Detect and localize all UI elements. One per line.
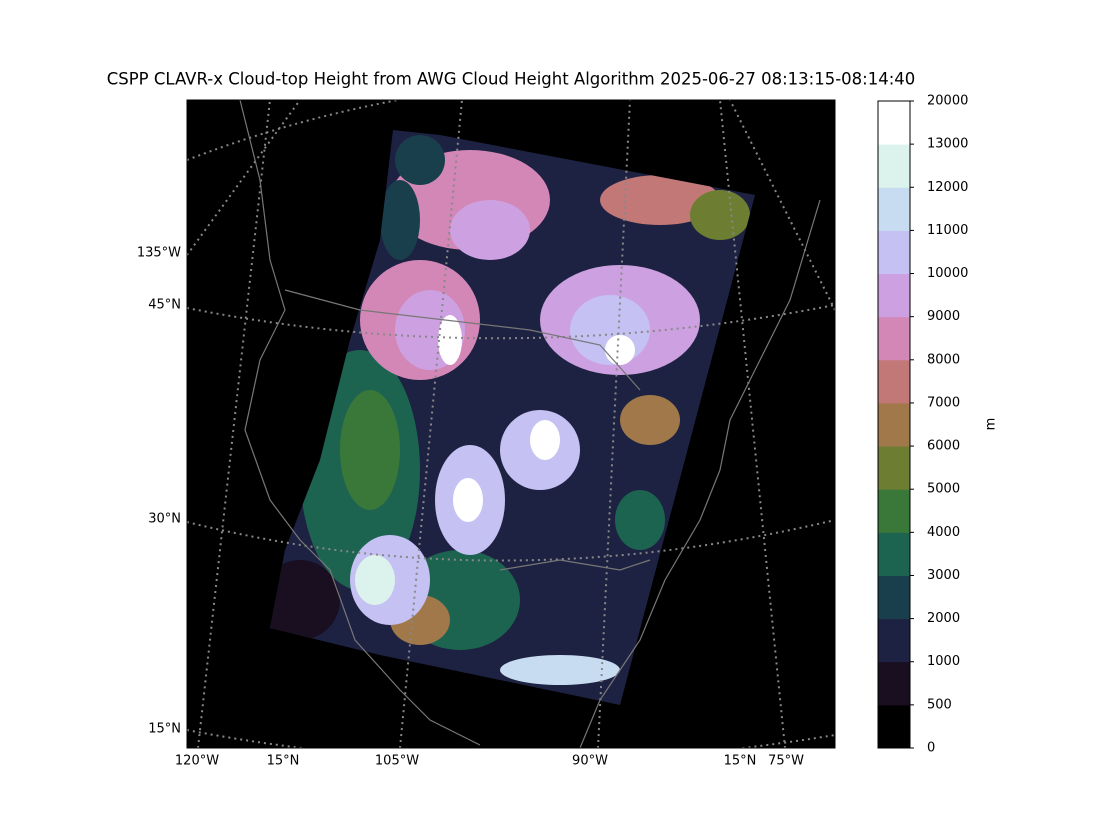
colorbar-band [878,704,910,749]
latlon-label: 30°N [148,512,181,527]
colorbar-band [878,144,910,188]
colorbar-band [878,187,910,231]
colorbar-frame [877,100,911,749]
latlon-label: 135°W [137,246,181,261]
latlon-label: 15°N [724,754,757,769]
colorbar-tick-label: 9000 [927,309,960,324]
colorbar-band [878,273,910,318]
colorbar-band [878,402,910,447]
colorbar-tick-label: 20000 [927,94,968,109]
map [186,99,836,749]
coastlines [239,100,821,748]
colorbar-label: m [984,418,999,431]
latlon-label: 105°W [375,754,419,769]
colorbar-tick-label: 7000 [927,395,960,410]
colorbar-tick-label: 4000 [927,525,960,540]
latlon-label: 15°N [267,754,300,769]
colorbar-tick-label: 500 [927,697,952,712]
colorbar-band [878,532,910,576]
colorbar-tick-label: 1000 [927,654,960,669]
colorbar-band [878,359,910,404]
colorbar-tick-label: 2000 [927,611,960,626]
colorbar-tick-label: 8000 [927,352,960,367]
colorbar-band [878,489,910,533]
colorbar-tick-label: 10000 [927,266,968,281]
colorbar-band [878,661,910,706]
latlon-label: 120°W [175,754,219,769]
colorbar-band [878,446,910,490]
map-frame [186,99,836,749]
graticule [187,100,835,748]
colorbar-tick-label: 6000 [927,439,960,454]
colorbar-tick-label: 0 [927,741,935,756]
latlon-label: 90°W [572,754,608,769]
latlon-label: 45°N [148,298,181,313]
colorbar-band [878,316,910,361]
colorbar-band [878,618,910,663]
colorbar-tick-label: 3000 [927,568,960,583]
colorbar-band [878,101,910,145]
colorbar-band [878,230,910,275]
colorbar-tick-label: 11000 [927,223,968,238]
colorbar-tick-label: 5000 [927,482,960,497]
colorbar-band [878,575,910,620]
cloud-field [270,135,750,685]
latlon-label: 15°N [148,722,181,737]
latlon-label: 75°W [768,754,804,769]
map-title: CSPP CLAVR-x Cloud-top Height from AWG C… [107,70,916,89]
colorbar-tick-label: 12000 [927,180,968,195]
colorbar-tick-label: 13000 [927,137,968,152]
